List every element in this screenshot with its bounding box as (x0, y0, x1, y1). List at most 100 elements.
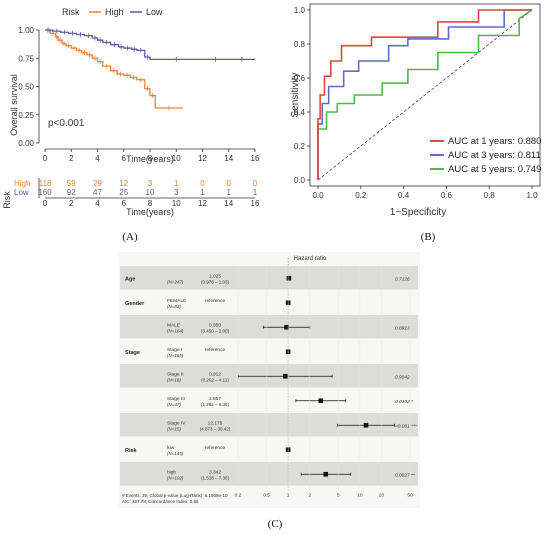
panel-a-caption: (A) (122, 231, 138, 243)
forest-level-label: FEMALE (167, 298, 186, 304)
roc-x-label: 1−Specificity (390, 207, 446, 218)
roc-x-tick-label: 0.2 (355, 191, 367, 200)
survival-x-tick-label: 12 (198, 154, 207, 163)
survival-y-tick-label: 0.25 (18, 111, 34, 120)
survival-x-tick-label: 8 (148, 154, 153, 163)
forest-n-label: (N=247) (167, 279, 184, 284)
forest-x-tick-label: 20 (379, 493, 385, 499)
risk-table-x-tick-label: 0 (43, 199, 48, 208)
forest-hr-marker (318, 398, 324, 404)
forest-rows: Age (N=247) 1.025(0.978 – 1.03) 0.7126 Gende… (120, 258, 418, 499)
risk-count-low: 160 (38, 188, 52, 197)
risk-table-label: Risk (2, 191, 12, 209)
survival-y-tick-label: 0.50 (18, 83, 34, 92)
forest-p-value: 0.9042 (395, 374, 410, 380)
forest-n-label: (N=164) (167, 328, 184, 333)
survival-x-tick-label: 6 (122, 154, 127, 163)
forest-n-label: (N=83) (167, 304, 181, 309)
forest-var-label: Age (125, 276, 135, 282)
roc-legend-label-3y: AUC at 3 years: 0.811 (448, 150, 541, 161)
risk-table-x-tick-label: 14 (224, 199, 233, 208)
forest-row-shade (120, 315, 418, 339)
forest-hr-marker (282, 373, 288, 379)
forest-ci-value: (1.518 – 7.36) (201, 475, 230, 480)
roc-y-tick-label: 0.8 (294, 40, 306, 49)
forest-ci-value: (0.978 – 1.03) (201, 279, 230, 284)
forest-hr-marker (284, 324, 289, 330)
panel-c-caption: (C) (268, 518, 283, 530)
panel-b: 0.0 0.0 0.2 0.2 0.4 0.4 0.6 0.6 0.8 0.8 1.0 1.0 Sen… (290, 3, 541, 243)
forest-level-label: high (167, 469, 176, 475)
forest-row-shade (120, 413, 418, 437)
survival-y-label: Overall survival (9, 74, 19, 136)
risk-count-high: 1 (174, 179, 179, 188)
forest-hr-value: 0.950 (209, 322, 221, 328)
forest-row-shade (120, 266, 418, 290)
survival-x-label: Time(years) (126, 154, 174, 164)
forest-hr-value: reference (205, 347, 226, 353)
forest-footer-events: # Events: 39; Global p-value (Log-Rank):… (122, 493, 228, 498)
roc-curves (317, 9, 533, 181)
forest-hr-marker (286, 275, 292, 281)
forest-p-value: 0.0027 ** (395, 472, 415, 478)
forest-hr-value: 3.342 (209, 469, 221, 475)
risk-table-x-tick-label: 10 (172, 199, 181, 208)
roc-x-tick-label: 0.4 (398, 191, 410, 200)
forest-level-label: Stage IV (167, 420, 186, 426)
survival-x-tick-label: 2 (69, 154, 74, 163)
forest-x-tick-label: 0.2 (235, 493, 242, 499)
risk-count-low: 10 (146, 188, 155, 197)
forest-n-label: (N=165) (167, 353, 184, 358)
roc-y-tick-label: 0.6 (294, 74, 306, 83)
survival-curve-low (45, 29, 255, 61)
roc-curve-1y (317, 9, 532, 180)
forest-x-tick-label: 50 (407, 493, 413, 499)
roc-curve-3y (317, 9, 532, 180)
risk-row-low-name: Low (14, 188, 29, 197)
forest-hr-value: 1.025 (209, 273, 221, 279)
roc-y-label: Sensitivity (290, 72, 301, 117)
risk-table-x-tick-label: 4 (95, 199, 100, 208)
forest-n-label: (N=47) (167, 402, 181, 407)
forest-row-shade (120, 462, 418, 486)
forest-x-tick-label: 2 (308, 493, 311, 499)
forest-p-value: 0.0102 * (395, 399, 413, 405)
forest-n-label: (N=15) (167, 426, 181, 431)
survival-x-tick-label: 16 (251, 154, 260, 163)
risk-table-x-tick-label: 8 (148, 199, 153, 208)
forest-p-value: 0.7126 (395, 276, 410, 282)
panel-c: Hazard ratio Age (N=247) 1.025(0.978 – 1.0… (118, 252, 420, 530)
risk-table-x-label: Time(years) (126, 207, 174, 217)
forest-p-value: <0.001 *** (395, 423, 417, 429)
roc-y-tick-label: 1.0 (294, 6, 306, 15)
roc-curve-5y (317, 9, 533, 180)
survival-x-tick-label: 14 (224, 154, 233, 163)
forest-x-tick-label: 10 (357, 493, 363, 499)
survival-y-tick-label: 0.75 (18, 54, 34, 63)
risk-count-high: 3 (148, 179, 153, 188)
forest-level-label: Stage II (167, 371, 184, 377)
forest-hr-marker (363, 422, 369, 428)
roc-x-tick-label: 1.0 (526, 191, 538, 200)
forest-ci-value: (1.282 – 6.36) (201, 402, 230, 407)
forest-n-label: (N=145) (167, 451, 184, 456)
roc-y-tick-label: 0.0 (294, 176, 306, 185)
forest-hr-value: 0.912 (209, 371, 221, 377)
forest-row-shade (120, 364, 418, 388)
roc-legend-label-1y: AUC at 1 years: 0.880 (448, 136, 541, 147)
forest-ci-value: (0.450 – 2.00) (201, 328, 230, 333)
roc-x-tick-label: 0.0 (312, 191, 324, 200)
risk-row-high-name: High (14, 179, 30, 188)
risk-table-x-tick-label: 6 (122, 199, 127, 208)
forest-var-label: Stage (125, 350, 140, 356)
panel-a: Risk High Low 0.00 0.25 0.50 0.75 1.00 0 2 4 6 8 1… (2, 7, 260, 243)
forest-title: Hazard ratio (294, 256, 327, 262)
roc-y-tick-label: 0.2 (294, 142, 306, 151)
risk-table-x-tick-label: 12 (198, 199, 207, 208)
risk-count-high: 59 (67, 179, 76, 188)
forest-hr-value: reference (205, 298, 226, 304)
survival-curves (45, 27, 255, 111)
risk-count-low: 47 (93, 188, 102, 197)
